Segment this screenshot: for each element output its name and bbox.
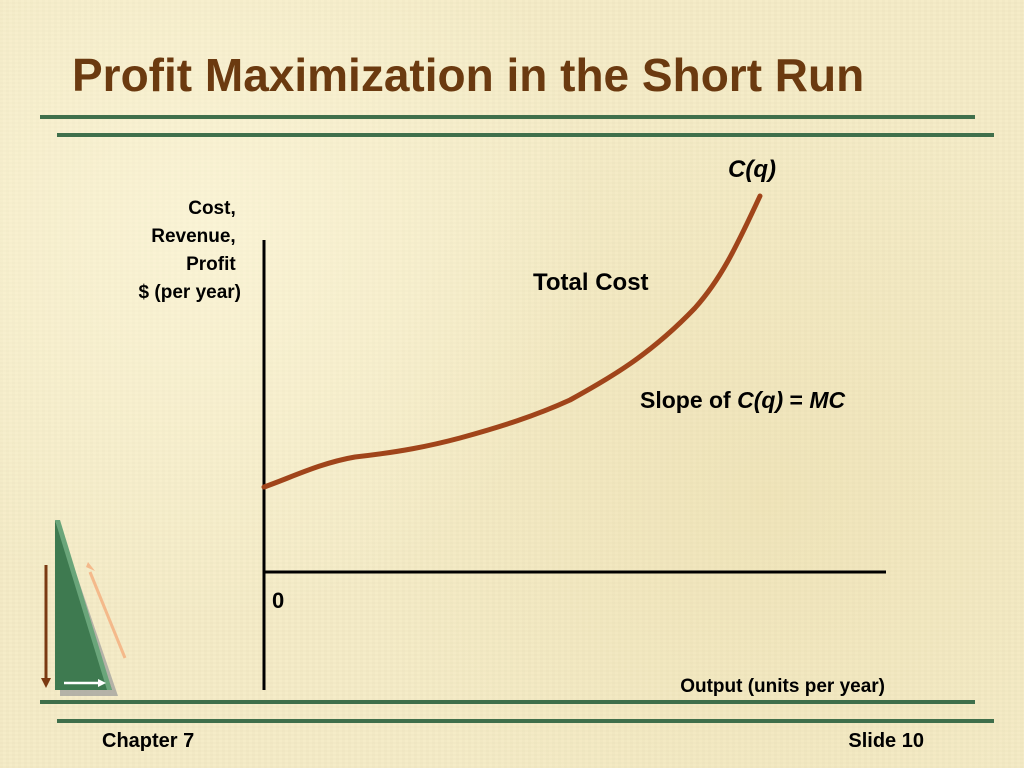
y-axis-label-line: $ (per year) (139, 282, 241, 303)
origin-label: 0 (272, 588, 284, 613)
curve-label: C(q) (728, 156, 776, 183)
y-axis-label-line: Revenue, (151, 226, 235, 247)
y-axis-label-line: Profit (186, 254, 236, 275)
footer-rule-lower (57, 719, 994, 723)
y-axis-label: Cost, Revenue, Profit $ (per year) (139, 198, 241, 303)
green-triangle-ornament-icon (41, 520, 127, 696)
title-rule-lower (57, 133, 994, 137)
slope-result: MC (809, 387, 845, 413)
footer-rule-upper (40, 700, 975, 704)
footer-slide-number: Slide 10 (848, 730, 924, 752)
total-cost-label: Total Cost (533, 269, 649, 296)
total-cost-curve (261, 193, 763, 490)
footer-chapter: Chapter 7 (102, 730, 195, 752)
y-axis-label-line: Cost, (188, 198, 236, 219)
x-axis-label: Output (units per year) (680, 676, 885, 697)
title-rule-upper (40, 115, 975, 119)
slope-prefix: Slope of (640, 387, 737, 413)
slope-term: C(q) (737, 387, 783, 413)
slope-equals: = (783, 387, 809, 413)
slope-annotation: Slope of C(q) = MC (640, 387, 845, 413)
slide-title: Profit Maximization in the Short Run (72, 49, 865, 101)
